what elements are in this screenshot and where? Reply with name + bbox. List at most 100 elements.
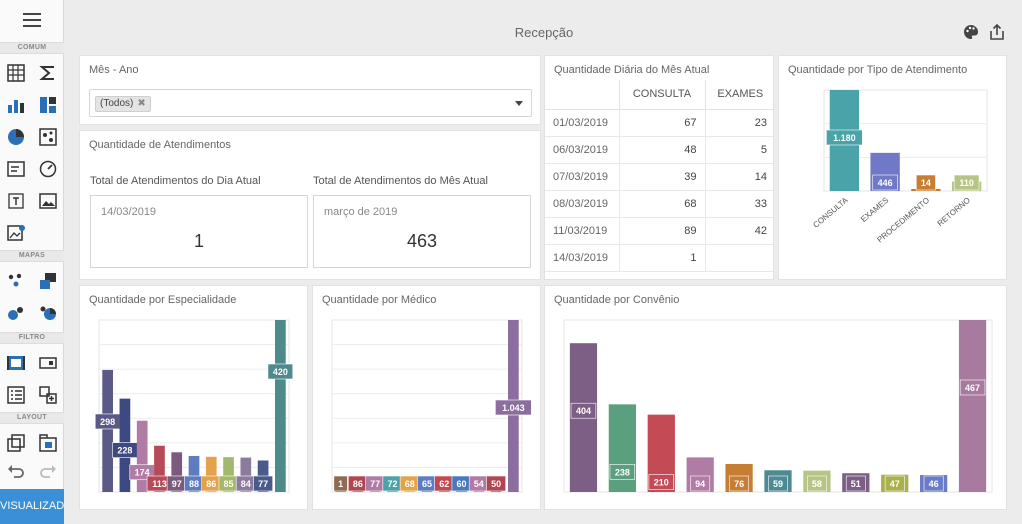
data-label: 65 (422, 479, 432, 489)
redo-icon[interactable] (37, 460, 59, 482)
daily-grid: CONSULTA EXAMES 01/03/2019 67 23 06/03/201… (545, 80, 773, 272)
daily-grid-title: Quantidade Diária do Mês Atual (554, 64, 710, 76)
data-label: 210 (654, 478, 669, 488)
bar[interactable] (275, 320, 286, 492)
group-icon[interactable] (5, 432, 27, 454)
plot-area: 1 86 77 72 68 65 62 60 54 50 1.043 (331, 319, 532, 493)
choropleth-map-icon[interactable] (37, 270, 59, 292)
tab-container-icon[interactable] (37, 432, 59, 454)
data-label: 1.043 (502, 403, 525, 413)
data-label: 85 (224, 479, 234, 489)
grid-header-consulta[interactable]: CONSULTA (618, 80, 705, 110)
dia-atual-label: Total de Atendimentos do Dia Atual (90, 175, 261, 187)
export-icon[interactable] (988, 23, 1006, 41)
data-label: 298 (100, 417, 115, 427)
grid-cell-consulta: 68 (618, 190, 705, 218)
data-label-bg (333, 475, 348, 492)
table-row[interactable]: 07/03/2019 39 14 (545, 163, 773, 191)
bar[interactable] (171, 452, 183, 492)
undo-icon[interactable] (5, 460, 27, 482)
bar[interactable] (205, 456, 217, 492)
grid-cell-exames: 14 (704, 163, 773, 191)
grid-header-date[interactable] (545, 80, 619, 110)
data-label-bg (915, 174, 936, 191)
data-label-bg (609, 464, 636, 480)
pie-chart-icon[interactable] (5, 126, 27, 148)
data-label: 446 (878, 178, 893, 188)
section-filtro: FILTRO (0, 332, 64, 344)
list-box-icon[interactable] (5, 384, 27, 406)
bar[interactable] (102, 369, 113, 492)
data-label: 77 (258, 479, 268, 489)
tree-view-icon[interactable] (37, 384, 59, 406)
data-label: 86 (353, 479, 363, 489)
bubble-map-icon[interactable] (5, 302, 27, 324)
sigma-icon[interactable] (37, 62, 59, 84)
data-label: 238 (615, 467, 630, 477)
bar[interactable] (223, 457, 234, 492)
range-filter-icon[interactable] (5, 352, 27, 374)
remove-tag-icon[interactable]: ✖ (137, 98, 146, 109)
table-row[interactable]: 11/03/2019 89 42 (545, 217, 773, 245)
data-label-bg (884, 475, 905, 492)
data-label: 84 (241, 479, 251, 489)
dia-atual-value: 1 (193, 231, 204, 251)
combo-box-icon[interactable] (37, 352, 59, 374)
grid-header-exames[interactable]: EXAMES (704, 80, 773, 110)
especialidade-panel: Quantidade por Especialidade 298 228 174 11… (79, 285, 308, 510)
mes-ano-tagbox[interactable]: (Todos) ✖ (89, 89, 532, 117)
section-comum: COMUM (0, 42, 64, 54)
mes-atual-card: março de 2019 463 (313, 195, 531, 268)
bar[interactable] (958, 320, 987, 492)
dia-atual-date: 14/03/2019 (101, 206, 157, 218)
medico-chart: 1 86 77 72 68 65 62 60 54 50 1.043 (331, 319, 532, 493)
pie-map-icon[interactable] (37, 302, 59, 324)
data-label: 62 (439, 479, 449, 489)
bound-image-icon[interactable] (5, 222, 27, 244)
bar[interactable] (188, 455, 200, 492)
data-label-bg (953, 174, 980, 191)
grid-cell-date: 01/03/2019 (545, 109, 619, 137)
convenio-chart: 404 238 210 94 76 59 58 51 47 46 467 (563, 319, 993, 493)
toolbox: COMUM MAPAS FILTRO (0, 0, 64, 524)
card-icon[interactable] (5, 158, 27, 180)
bar[interactable] (240, 457, 252, 492)
gauge-icon[interactable] (37, 158, 59, 180)
grid-cell-exames: 33 (704, 190, 773, 218)
grid-cell-exames (704, 244, 773, 272)
data-label: 76 (734, 479, 744, 489)
chevron-down-icon[interactable] (515, 101, 523, 106)
mes-atual-value: 463 (406, 231, 438, 251)
color-palette-icon[interactable] (962, 23, 980, 41)
mes-atual-date: março de 2019 (324, 206, 398, 218)
data-label: 46 (929, 479, 939, 489)
geo-points-icon[interactable] (5, 270, 27, 292)
menu-icon[interactable] (0, 0, 64, 40)
grid-icon[interactable] (5, 62, 27, 84)
dia-atual-card: 14/03/2019 1 (90, 195, 308, 268)
data-label: 50 (491, 479, 501, 489)
scatter-icon[interactable] (37, 126, 59, 148)
data-label-bg (729, 475, 749, 492)
convenio-title: Quantidade por Convênio (554, 294, 680, 306)
data-label-bg (267, 363, 294, 380)
image-icon[interactable] (37, 190, 59, 212)
visualizar-button[interactable]: VISUALIZADO (0, 489, 64, 524)
table-row[interactable]: 01/03/2019 67 23 (545, 109, 773, 137)
text-box-icon[interactable] (5, 190, 27, 212)
bar-chart-icon[interactable] (5, 94, 27, 116)
bar[interactable] (136, 420, 148, 492)
table-row[interactable]: 08/03/2019 68 33 (545, 190, 773, 218)
filter-panel: Mês - Ano (Todos) ✖ (79, 55, 541, 125)
table-row[interactable]: 14/03/2019 1 (545, 244, 773, 272)
data-label: 113 (152, 479, 167, 489)
grid-cell-consulta: 39 (618, 163, 705, 191)
bar[interactable] (154, 445, 165, 492)
data-label: 86 (206, 479, 216, 489)
data-label: 54 (474, 479, 484, 489)
table-row[interactable]: 06/03/2019 48 5 (545, 136, 773, 164)
treemap-icon[interactable] (37, 94, 59, 116)
plot-frame (331, 319, 523, 493)
section-mapas: MAPAS (0, 250, 64, 262)
